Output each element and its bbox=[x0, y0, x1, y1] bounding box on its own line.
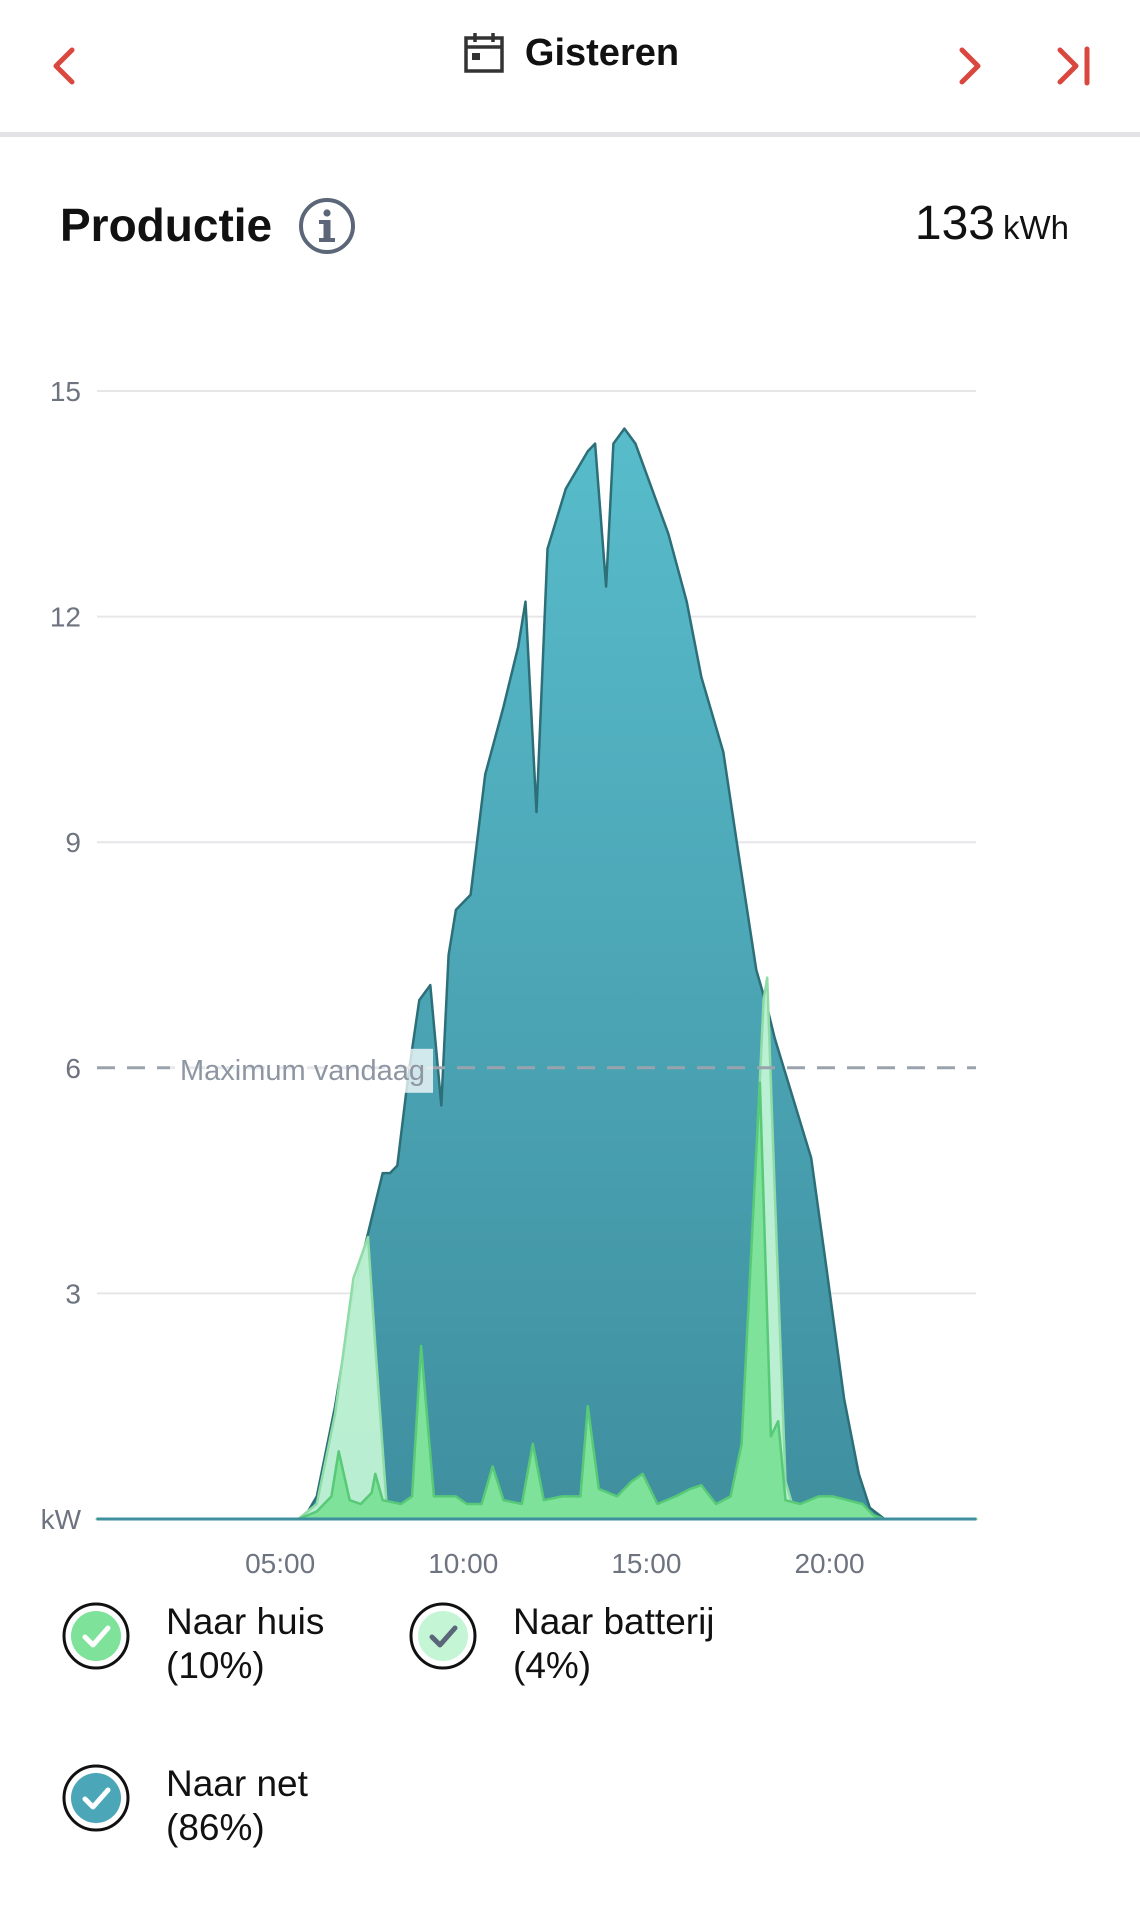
legend-percentage: (4%) bbox=[513, 1645, 592, 1686]
chevron-left-icon bbox=[53, 47, 75, 85]
y-axis-unit-label: kW bbox=[41, 1504, 82, 1535]
next-day-button[interactable] bbox=[940, 36, 1000, 96]
total-value: 133 bbox=[914, 197, 995, 250]
last-day-button[interactable] bbox=[1046, 36, 1106, 96]
info-icon[interactable] bbox=[297, 196, 357, 256]
legend-percentage: (86%) bbox=[166, 1807, 265, 1848]
skip-to-end-icon bbox=[1057, 46, 1090, 86]
legend-label: Naar huis bbox=[166, 1601, 325, 1642]
x-tick-label: 05:00 bbox=[245, 1548, 315, 1579]
y-tick-label: 9 bbox=[65, 827, 81, 858]
y-tick-label: 6 bbox=[65, 1053, 81, 1084]
legend-percentage: (10%) bbox=[166, 1645, 265, 1686]
x-tick-label: 10:00 bbox=[428, 1548, 498, 1579]
calendar-icon bbox=[464, 33, 504, 73]
area-naar-net bbox=[95, 427, 978, 1521]
x-tick-label: 20:00 bbox=[794, 1548, 864, 1579]
check-circle-icon bbox=[62, 1602, 130, 1670]
y-tick-label: 15 bbox=[50, 376, 81, 407]
legend-label: Naar net bbox=[166, 1763, 308, 1804]
reference-line-label: Maximum vandaag bbox=[180, 1055, 425, 1087]
previous-day-button[interactable] bbox=[36, 36, 96, 96]
date-title: Gisteren bbox=[524, 31, 680, 74]
legend-naar-batterij[interactable]: Naar batterij (4%) bbox=[407, 1600, 715, 1688]
legend-label: Naar batterij bbox=[513, 1601, 715, 1642]
x-tick-label: 15:00 bbox=[611, 1548, 681, 1579]
legend-naar-net[interactable]: Naar net (86%) bbox=[60, 1762, 308, 1850]
total-production: 133 kWh bbox=[915, 196, 1069, 251]
legend-naar-huis[interactable]: Naar huis (10%) bbox=[60, 1600, 324, 1688]
check-circle-icon bbox=[409, 1602, 477, 1670]
chevron-right-icon bbox=[959, 47, 981, 85]
check-circle-icon bbox=[62, 1764, 130, 1832]
production-chart: Maximum vandaag 3 6 9 12 15 kW 05:00 10:00 15:00… bbox=[41, 376, 978, 1579]
date-title-group[interactable]: Gisteren bbox=[0, 30, 1140, 81]
area-naar-huis bbox=[95, 1081, 978, 1521]
y-tick-label: 12 bbox=[50, 602, 81, 633]
y-tick-label: 3 bbox=[65, 1278, 81, 1309]
reference-label-background bbox=[170, 1048, 433, 1093]
section-title: Productie bbox=[60, 199, 273, 251]
total-unit: kWh bbox=[1003, 209, 1069, 246]
top-bar: Gisteren bbox=[0, 0, 1140, 137]
